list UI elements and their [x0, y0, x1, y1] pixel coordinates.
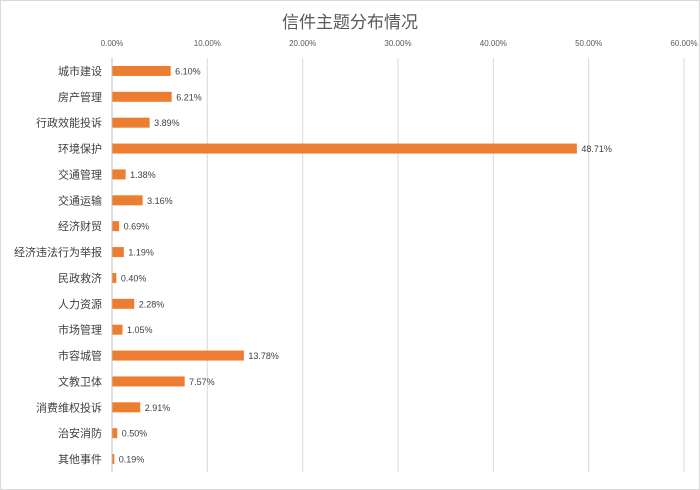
bar [112, 324, 123, 335]
category-label: 交通管理 [58, 167, 102, 181]
data-label: 1.05% [127, 325, 153, 335]
category-label: 其他事件 [58, 453, 102, 466]
bar [112, 272, 117, 283]
x-tick-label: 60.00% [670, 39, 697, 48]
data-label: 7.57% [189, 377, 215, 387]
bar [112, 195, 143, 206]
category-label: 行政效能投诉 [36, 116, 102, 130]
x-tick-label: 40.00% [480, 39, 507, 48]
data-label: 3.89% [154, 118, 180, 128]
category-label: 房产管理 [58, 90, 102, 104]
category-label: 消费维权投诉 [36, 400, 102, 414]
bar [112, 454, 115, 465]
data-label: 0.40% [121, 273, 147, 283]
category-label: 经济违法行为举报 [14, 245, 102, 259]
bar [112, 376, 185, 387]
category-label: 治安消防 [58, 426, 102, 440]
data-label: 0.19% [119, 455, 145, 465]
x-tick-label: 30.00% [384, 39, 411, 48]
bar [112, 143, 577, 154]
category-label: 市容城管 [58, 349, 102, 363]
bar [112, 169, 126, 180]
data-label: 2.91% [145, 403, 171, 413]
category-label: 文教卫体 [58, 374, 102, 388]
data-label: 6.10% [175, 66, 201, 76]
data-label: 13.78% [248, 351, 279, 361]
bar [112, 117, 150, 128]
category-label: 环境保护 [58, 142, 102, 156]
category-label: 市场管理 [58, 323, 102, 337]
data-label: 3.16% [147, 196, 173, 206]
chart-title: 信件主题分布情况 [282, 13, 418, 33]
data-label: 1.38% [130, 170, 156, 180]
bar [112, 91, 172, 102]
data-label: 48.71% [581, 144, 612, 154]
x-tick-label: 50.00% [575, 39, 602, 48]
x-tick-label: 20.00% [289, 39, 316, 48]
category-label: 城市建设 [58, 64, 102, 78]
data-label: 1.19% [128, 248, 154, 258]
category-label: 交通运输 [58, 193, 102, 207]
bar [112, 65, 171, 76]
data-label: 0.50% [122, 429, 148, 439]
x-tick-label: 0.00% [101, 39, 124, 48]
category-label: 民政救济 [58, 271, 102, 285]
bar [112, 428, 118, 439]
bar [112, 298, 135, 309]
category-label: 经济财贸 [58, 219, 102, 233]
x-tick-label: 10.00% [194, 39, 221, 48]
data-label: 2.28% [139, 299, 165, 309]
data-label: 6.21% [176, 92, 202, 102]
bar [112, 221, 120, 232]
bar [112, 247, 124, 258]
data-label: 0.69% [124, 222, 150, 232]
bar [112, 350, 244, 361]
category-label: 人力资源 [58, 297, 102, 311]
bar [112, 402, 141, 413]
